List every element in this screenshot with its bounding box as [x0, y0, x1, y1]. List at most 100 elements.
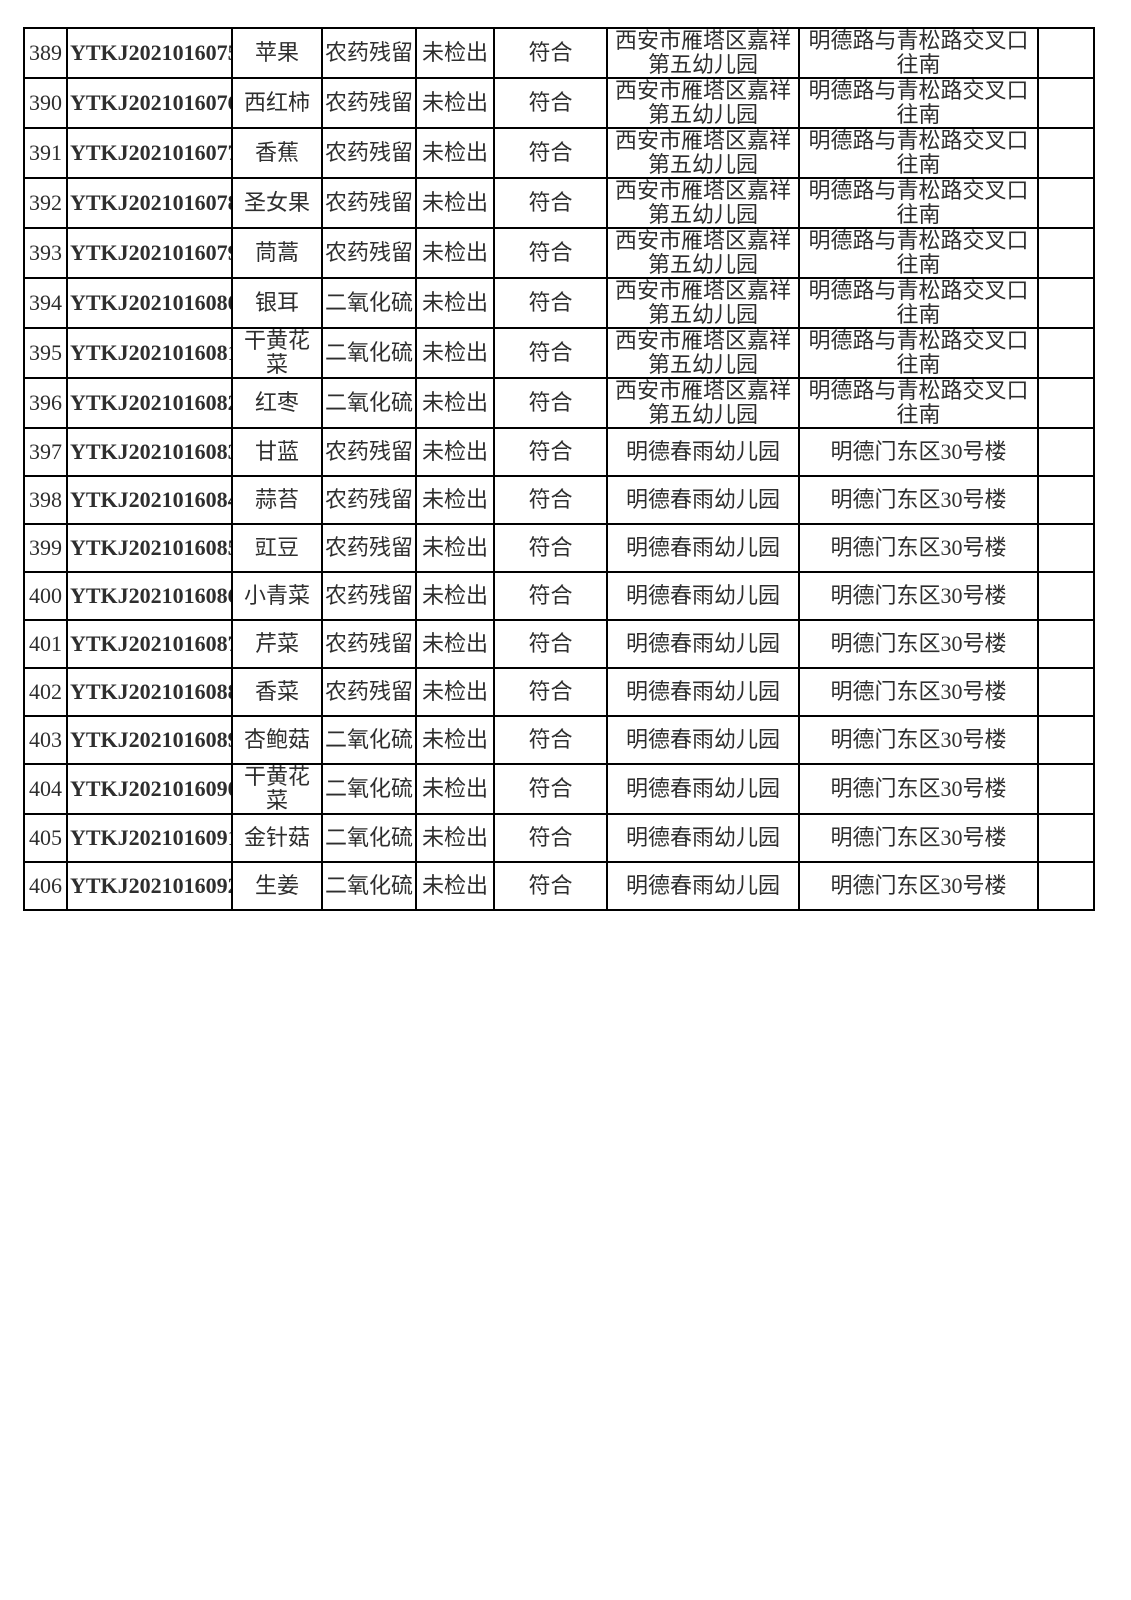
cell-sample-name: 生姜 [231, 861, 323, 911]
table-row: 402 YTKJ2021016088 香菜 农药残留 未检出 符合 明德春雨幼儿… [23, 667, 1095, 717]
cell-remark [1037, 861, 1095, 911]
cell-remark [1037, 619, 1095, 669]
cell-address: 明德门东区30号楼 [798, 475, 1039, 525]
table-row: 406 YTKJ2021016092 生姜 二氧化硫 未检出 符合 明德春雨幼儿… [23, 861, 1095, 911]
table-row: 389 YTKJ2021016075 苹果 农药残留 未检出 符合 西安市雁塔区… [23, 27, 1095, 79]
cell-remark [1037, 571, 1095, 621]
cell-address: 明德门东区30号楼 [798, 427, 1039, 477]
cell-sampled-unit: 明德春雨幼儿园 [606, 715, 800, 765]
cell-sample-name: 蒜苔 [231, 475, 323, 525]
table-row: 393 YTKJ2021016079 茼蒿 农药残留 未检出 符合 西安市雁塔区… [23, 227, 1095, 279]
cell-row-number: 405 [23, 813, 68, 863]
cell-sample-name: 小青菜 [231, 571, 323, 621]
cell-address: 明德门东区30号楼 [798, 619, 1039, 669]
cell-conclusion: 符合 [493, 523, 608, 573]
table-row: 391 YTKJ2021016077 香蕉 农药残留 未检出 符合 西安市雁塔区… [23, 127, 1095, 179]
cell-test-item: 农药残留 [321, 127, 417, 179]
cell-test-item: 二氧化硫 [321, 861, 417, 911]
cell-conclusion: 符合 [493, 177, 608, 229]
cell-result: 未检出 [415, 227, 495, 279]
cell-row-number: 404 [23, 763, 68, 815]
cell-address: 明德路与青松路交叉口往南 [798, 77, 1039, 129]
cell-remark [1037, 277, 1095, 329]
cell-sampled-unit: 西安市雁塔区嘉祥第五幼儿园 [606, 77, 800, 129]
cell-test-item: 农药残留 [321, 77, 417, 129]
cell-result: 未检出 [415, 571, 495, 621]
cell-conclusion: 符合 [493, 377, 608, 429]
cell-result: 未检出 [415, 763, 495, 815]
cell-test-item: 农药残留 [321, 619, 417, 669]
cell-row-number: 402 [23, 667, 68, 717]
cell-sample-name: 茼蒿 [231, 227, 323, 279]
cell-address: 明德门东区30号楼 [798, 523, 1039, 573]
cell-remark [1037, 475, 1095, 525]
cell-conclusion: 符合 [493, 813, 608, 863]
cell-sample-name: 杏鲍菇 [231, 715, 323, 765]
cell-result: 未检出 [415, 77, 495, 129]
cell-conclusion: 符合 [493, 27, 608, 79]
table-row: 405 YTKJ2021016091 金针菇 二氧化硫 未检出 符合 明德春雨幼… [23, 813, 1095, 863]
cell-address: 明德门东区30号楼 [798, 571, 1039, 621]
cell-conclusion: 符合 [493, 277, 608, 329]
table-row: 403 YTKJ2021016089 杏鲍菇 二氧化硫 未检出 符合 明德春雨幼… [23, 715, 1095, 765]
cell-sampled-unit: 西安市雁塔区嘉祥第五幼儿园 [606, 27, 800, 79]
cell-sample-name: 西红柿 [231, 77, 323, 129]
cell-sample-name: 芹菜 [231, 619, 323, 669]
table-row: 400 YTKJ2021016086 小青菜 农药残留 未检出 符合 明德春雨幼… [23, 571, 1095, 621]
cell-conclusion: 符合 [493, 667, 608, 717]
cell-sample-id: YTKJ2021016077 [66, 127, 233, 179]
cell-address: 明德路与青松路交叉口往南 [798, 377, 1039, 429]
cell-result: 未检出 [415, 177, 495, 229]
cell-result: 未检出 [415, 277, 495, 329]
cell-sampled-unit: 明德春雨幼儿园 [606, 475, 800, 525]
cell-row-number: 403 [23, 715, 68, 765]
cell-result: 未检出 [415, 861, 495, 911]
cell-row-number: 401 [23, 619, 68, 669]
cell-result: 未检出 [415, 27, 495, 79]
cell-conclusion: 符合 [493, 619, 608, 669]
cell-conclusion: 符合 [493, 715, 608, 765]
cell-remark [1037, 27, 1095, 79]
table-body: 389 YTKJ2021016075 苹果 农药残留 未检出 符合 西安市雁塔区… [23, 27, 1095, 911]
cell-conclusion: 符合 [493, 763, 608, 815]
cell-sample-id: YTKJ2021016079 [66, 227, 233, 279]
cell-test-item: 二氧化硫 [321, 327, 417, 379]
cell-sampled-unit: 西安市雁塔区嘉祥第五幼儿园 [606, 327, 800, 379]
cell-sample-name: 香菜 [231, 667, 323, 717]
cell-remark [1037, 377, 1095, 429]
table-row: 397 YTKJ2021016083 甘蓝 农药残留 未检出 符合 明德春雨幼儿… [23, 427, 1095, 477]
test-results-table: 389 YTKJ2021016075 苹果 农药残留 未检出 符合 西安市雁塔区… [23, 27, 1095, 911]
cell-sample-id: YTKJ2021016086 [66, 571, 233, 621]
cell-sample-id: YTKJ2021016087 [66, 619, 233, 669]
table-row: 404 YTKJ2021016090 干黄花菜 二氧化硫 未检出 符合 明德春雨… [23, 763, 1095, 815]
cell-conclusion: 符合 [493, 427, 608, 477]
cell-sample-id: YTKJ2021016076 [66, 77, 233, 129]
cell-test-item: 农药残留 [321, 427, 417, 477]
table-row: 395 YTKJ2021016081 干黄花菜 二氧化硫 未检出 符合 西安市雁… [23, 327, 1095, 379]
cell-remark [1037, 715, 1095, 765]
table-row: 394 YTKJ2021016080 银耳 二氧化硫 未检出 符合 西安市雁塔区… [23, 277, 1095, 329]
table-row: 398 YTKJ2021016084 蒜苔 农药残留 未检出 符合 明德春雨幼儿… [23, 475, 1095, 525]
cell-result: 未检出 [415, 619, 495, 669]
cell-sampled-unit: 明德春雨幼儿园 [606, 763, 800, 815]
cell-sample-name: 银耳 [231, 277, 323, 329]
cell-address: 明德路与青松路交叉口往南 [798, 327, 1039, 379]
cell-test-item: 农药残留 [321, 27, 417, 79]
cell-sampled-unit: 西安市雁塔区嘉祥第五幼儿园 [606, 227, 800, 279]
cell-sample-id: YTKJ2021016092 [66, 861, 233, 911]
cell-row-number: 406 [23, 861, 68, 911]
cell-row-number: 393 [23, 227, 68, 279]
cell-address: 明德路与青松路交叉口往南 [798, 177, 1039, 229]
cell-sampled-unit: 明德春雨幼儿园 [606, 813, 800, 863]
cell-sampled-unit: 西安市雁塔区嘉祥第五幼儿园 [606, 127, 800, 179]
cell-address: 明德门东区30号楼 [798, 715, 1039, 765]
cell-sample-name: 圣女果 [231, 177, 323, 229]
cell-address: 明德门东区30号楼 [798, 667, 1039, 717]
cell-address: 明德门东区30号楼 [798, 861, 1039, 911]
table-row: 396 YTKJ2021016082 红枣 二氧化硫 未检出 符合 西安市雁塔区… [23, 377, 1095, 429]
cell-sample-id: YTKJ2021016083 [66, 427, 233, 477]
cell-test-item: 农药残留 [321, 523, 417, 573]
cell-test-item: 农药残留 [321, 571, 417, 621]
cell-result: 未检出 [415, 377, 495, 429]
cell-sample-id: YTKJ2021016085 [66, 523, 233, 573]
